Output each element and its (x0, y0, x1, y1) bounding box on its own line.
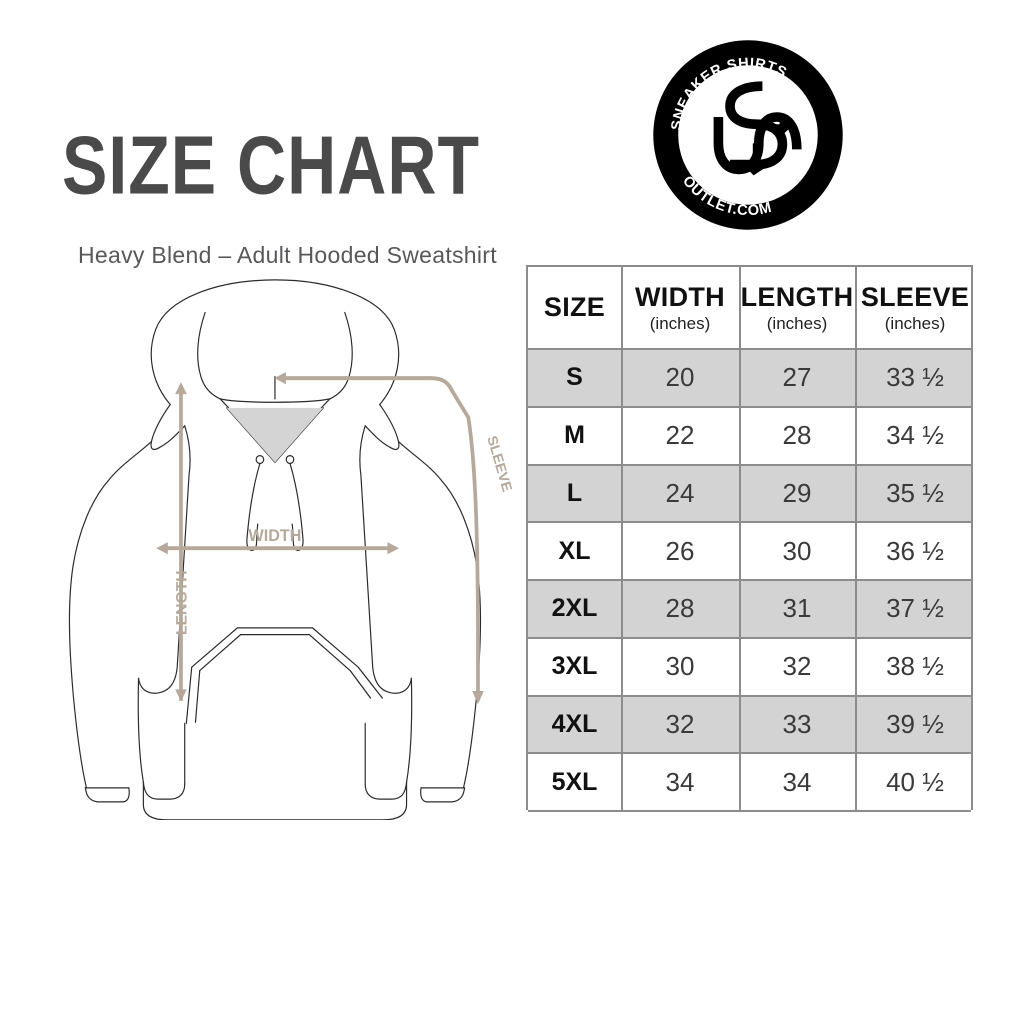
svg-text:SLEEVE: SLEEVE (484, 434, 516, 494)
svg-text:LENGTH: LENGTH (173, 570, 190, 635)
svg-text:WIDTH: WIDTH (249, 526, 302, 545)
